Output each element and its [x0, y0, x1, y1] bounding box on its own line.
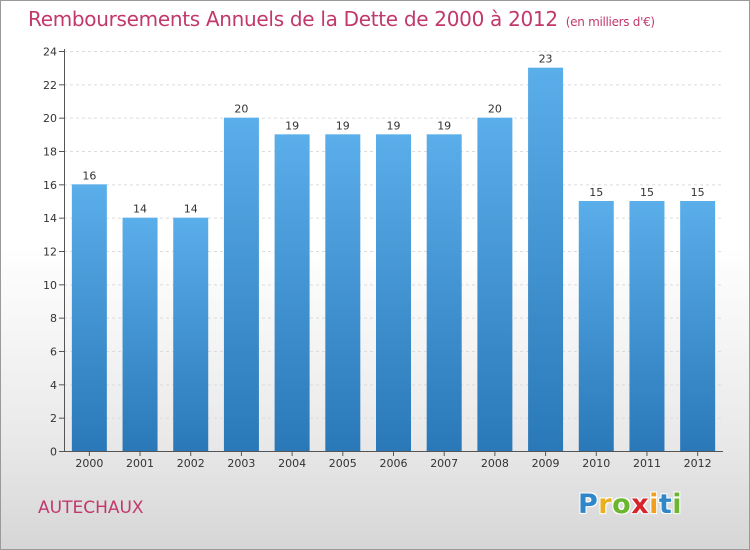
data-label: 19: [387, 119, 401, 132]
x-tick-label: 2012: [684, 457, 712, 470]
commune-name: AUTECHAUX: [38, 498, 144, 518]
y-tick-label: 4: [50, 379, 57, 392]
y-tick-label: 8: [50, 312, 57, 325]
bar-2000: [71, 184, 107, 452]
bar-2007: [426, 134, 462, 452]
y-tick-label: 18: [43, 146, 57, 159]
logo-letter: i: [649, 489, 659, 520]
y-tick-label: 16: [43, 179, 57, 192]
x-tick-label: 2000: [75, 457, 103, 470]
data-label: 19: [336, 119, 350, 132]
y-tick-label: 24: [43, 46, 57, 59]
x-tick-label: 2002: [177, 457, 205, 470]
x-tick-label: 2009: [532, 457, 560, 470]
x-tick-label: 2006: [380, 457, 408, 470]
chart-title: Remboursements Annuels de la Dette de 20…: [28, 7, 655, 31]
x-tick-label: 2007: [430, 457, 458, 470]
logo-letter: r: [598, 489, 613, 520]
data-labels: 16 14 14 20 19 19 19 19 20 23 15 15 15: [82, 53, 704, 216]
data-label: 15: [589, 186, 603, 199]
logo-letter: P: [578, 489, 599, 520]
logo-letter: x: [631, 489, 650, 520]
bar-2002: [173, 217, 209, 451]
chart-unit: (en milliers d'€): [565, 15, 655, 29]
logo-letter: i: [672, 489, 683, 520]
logo-letter: o: [612, 489, 632, 520]
bar-2012: [680, 201, 716, 451]
x-tick-label: 2005: [329, 457, 357, 470]
bar-2003: [223, 117, 259, 452]
x-tick-label: 2001: [126, 457, 154, 470]
chart-title-text: Remboursements Annuels de la Dette de 20…: [28, 7, 558, 31]
x-tick-label: 2008: [481, 457, 509, 470]
bars: [71, 67, 716, 452]
axes: [59, 49, 723, 456]
y-tick-label: 14: [43, 212, 57, 225]
x-tick-label: 2010: [582, 457, 610, 470]
bar-2011: [629, 201, 665, 451]
bar-2001: [122, 217, 158, 451]
y-tick-label: 10: [43, 279, 57, 292]
proxiti-logo: Proxiti: [578, 489, 682, 520]
data-label: 16: [82, 169, 96, 182]
x-tick-label: 2004: [278, 457, 306, 470]
bar-2008: [477, 117, 513, 452]
bar-2005: [325, 134, 361, 452]
data-label: 15: [691, 186, 705, 199]
bar-2004: [274, 134, 310, 452]
data-label: 14: [133, 203, 147, 216]
x-tick-label: 2003: [227, 457, 255, 470]
y-tick-label: 6: [50, 346, 57, 359]
logo-letter: t: [658, 489, 673, 520]
x-tick-labels: 2000 2001 2002 2003 2004 2005 2006 2007 2008 2009…: [75, 457, 711, 470]
bar-2006: [376, 134, 411, 452]
y-tick-label: 12: [43, 246, 57, 259]
data-label: 23: [539, 53, 553, 66]
data-label: 19: [285, 119, 299, 132]
y-tick-label: 22: [43, 79, 57, 92]
y-tick-label: 20: [43, 112, 57, 125]
data-label: 19: [437, 119, 451, 132]
y-tick-label: 0: [50, 446, 57, 459]
data-label: 20: [234, 103, 248, 116]
data-label: 20: [488, 103, 502, 116]
bar-2009: [528, 67, 564, 452]
y-tick-label: 2: [50, 412, 57, 425]
x-tick-label: 2011: [633, 457, 661, 470]
data-label: 14: [184, 203, 198, 216]
data-label: 15: [640, 186, 654, 199]
bar-2010: [578, 201, 614, 451]
